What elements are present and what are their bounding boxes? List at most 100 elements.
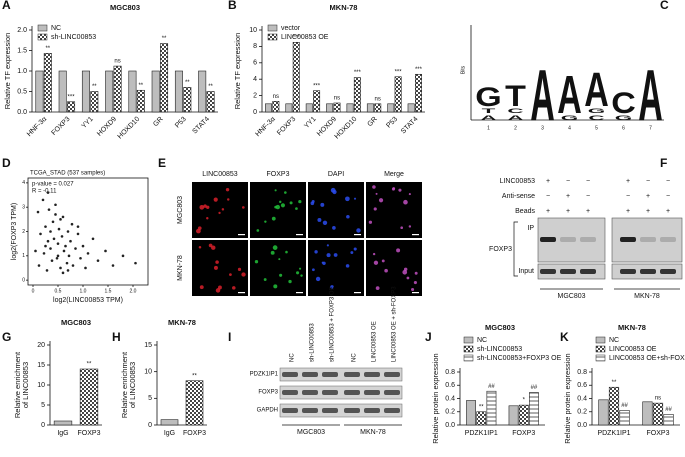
scale-bar xyxy=(354,292,361,294)
band xyxy=(322,408,338,413)
y-tick-label: 0.0 xyxy=(577,422,587,429)
significance: *** xyxy=(313,83,321,89)
point xyxy=(46,239,50,243)
point xyxy=(39,232,42,236)
band xyxy=(540,269,556,274)
cell xyxy=(356,228,361,233)
point xyxy=(47,208,51,211)
cell xyxy=(333,253,338,257)
logo-letter-minor: G xyxy=(588,108,605,115)
chart-title: MKN-78 xyxy=(618,323,646,332)
x-tick-label: FOXP3 xyxy=(183,430,206,437)
logo-letter-minor: A xyxy=(507,115,523,122)
cell xyxy=(199,285,204,290)
cell xyxy=(196,228,201,234)
point xyxy=(46,191,50,194)
logo-letter: T xyxy=(505,79,526,113)
cell xyxy=(215,260,219,264)
point xyxy=(55,256,59,260)
logo-letter-minor: G xyxy=(561,115,578,122)
bar xyxy=(346,103,354,113)
y-tick-label: 5 xyxy=(41,402,45,409)
y-tick-label: 10 xyxy=(249,27,257,34)
cell xyxy=(203,204,207,208)
y-axis-label: of LINC00853 xyxy=(21,362,30,408)
panel-letter: J xyxy=(425,330,432,344)
legend-swatch xyxy=(595,345,606,353)
cell xyxy=(300,274,303,277)
cell xyxy=(330,285,334,289)
cell xyxy=(232,286,236,290)
point xyxy=(64,244,67,248)
logo-letter-minor: C xyxy=(507,108,523,115)
cell xyxy=(314,250,318,254)
y-axis-label: log2(FOXP3 TPM) xyxy=(11,203,18,260)
x-tick-label: YY1 xyxy=(303,116,317,130)
panel-letter: H xyxy=(112,330,121,344)
cell xyxy=(289,201,293,205)
bar xyxy=(608,386,620,426)
legend-label: sh-LINC00853 xyxy=(477,346,522,353)
x-tick-label: 1 xyxy=(487,125,490,131)
band xyxy=(640,237,656,242)
bar xyxy=(105,70,114,113)
y-tick-label: 20 xyxy=(37,342,45,349)
cell xyxy=(225,187,230,192)
logo-letter: A xyxy=(530,55,555,136)
bar xyxy=(90,91,99,113)
cell xyxy=(285,250,288,254)
bar xyxy=(642,401,653,426)
point xyxy=(50,259,54,262)
condition-sign: + xyxy=(626,178,630,185)
scale-bar xyxy=(296,234,303,236)
cell xyxy=(345,196,350,202)
bar xyxy=(305,103,313,113)
cell xyxy=(218,211,221,215)
bar xyxy=(198,70,207,113)
cell xyxy=(284,191,287,194)
x-tick-label: HNF-3α xyxy=(26,116,48,138)
band xyxy=(364,390,380,395)
point xyxy=(62,249,66,253)
bar xyxy=(415,73,422,113)
bar xyxy=(67,101,76,113)
bar xyxy=(35,70,44,113)
legend-label: vector xyxy=(281,25,301,32)
significance: ## xyxy=(488,384,495,390)
x-tick-label: YY1 xyxy=(81,116,95,130)
bar xyxy=(652,402,664,426)
bar xyxy=(174,70,183,113)
condition-sign: − xyxy=(666,178,670,185)
cell xyxy=(206,205,210,209)
panel-letter: F xyxy=(660,156,667,170)
cell xyxy=(406,276,410,280)
point xyxy=(111,264,115,267)
cell xyxy=(396,248,401,253)
y-tick-label: 0.0 xyxy=(17,109,27,116)
bar xyxy=(79,368,99,426)
cell xyxy=(211,245,216,250)
cell xyxy=(295,207,298,210)
logo-letter-minor: G xyxy=(615,115,632,122)
cell xyxy=(310,201,315,206)
cell xyxy=(391,187,395,191)
significance: *** xyxy=(395,69,403,75)
y-axis-label: Relative enrichment xyxy=(13,351,22,418)
y-tick-label: 10 xyxy=(37,382,45,389)
cell xyxy=(274,205,278,209)
column-label: LINC00853 xyxy=(202,171,238,178)
logo-letter: A xyxy=(638,55,663,136)
cell xyxy=(270,250,275,255)
x-tick-label: FOXP3 xyxy=(647,430,670,437)
point xyxy=(37,264,41,267)
y-tick-label: 2 xyxy=(22,229,25,235)
lane-label: sh-LINC00853 xyxy=(310,323,316,362)
significance: *** xyxy=(415,67,423,73)
significance: ns xyxy=(655,396,661,402)
y-tick-label: 0 xyxy=(22,277,25,283)
micrograph xyxy=(366,240,422,296)
band xyxy=(384,408,400,413)
legend-label: LINC00853 OE xyxy=(609,346,657,353)
point xyxy=(61,215,65,219)
